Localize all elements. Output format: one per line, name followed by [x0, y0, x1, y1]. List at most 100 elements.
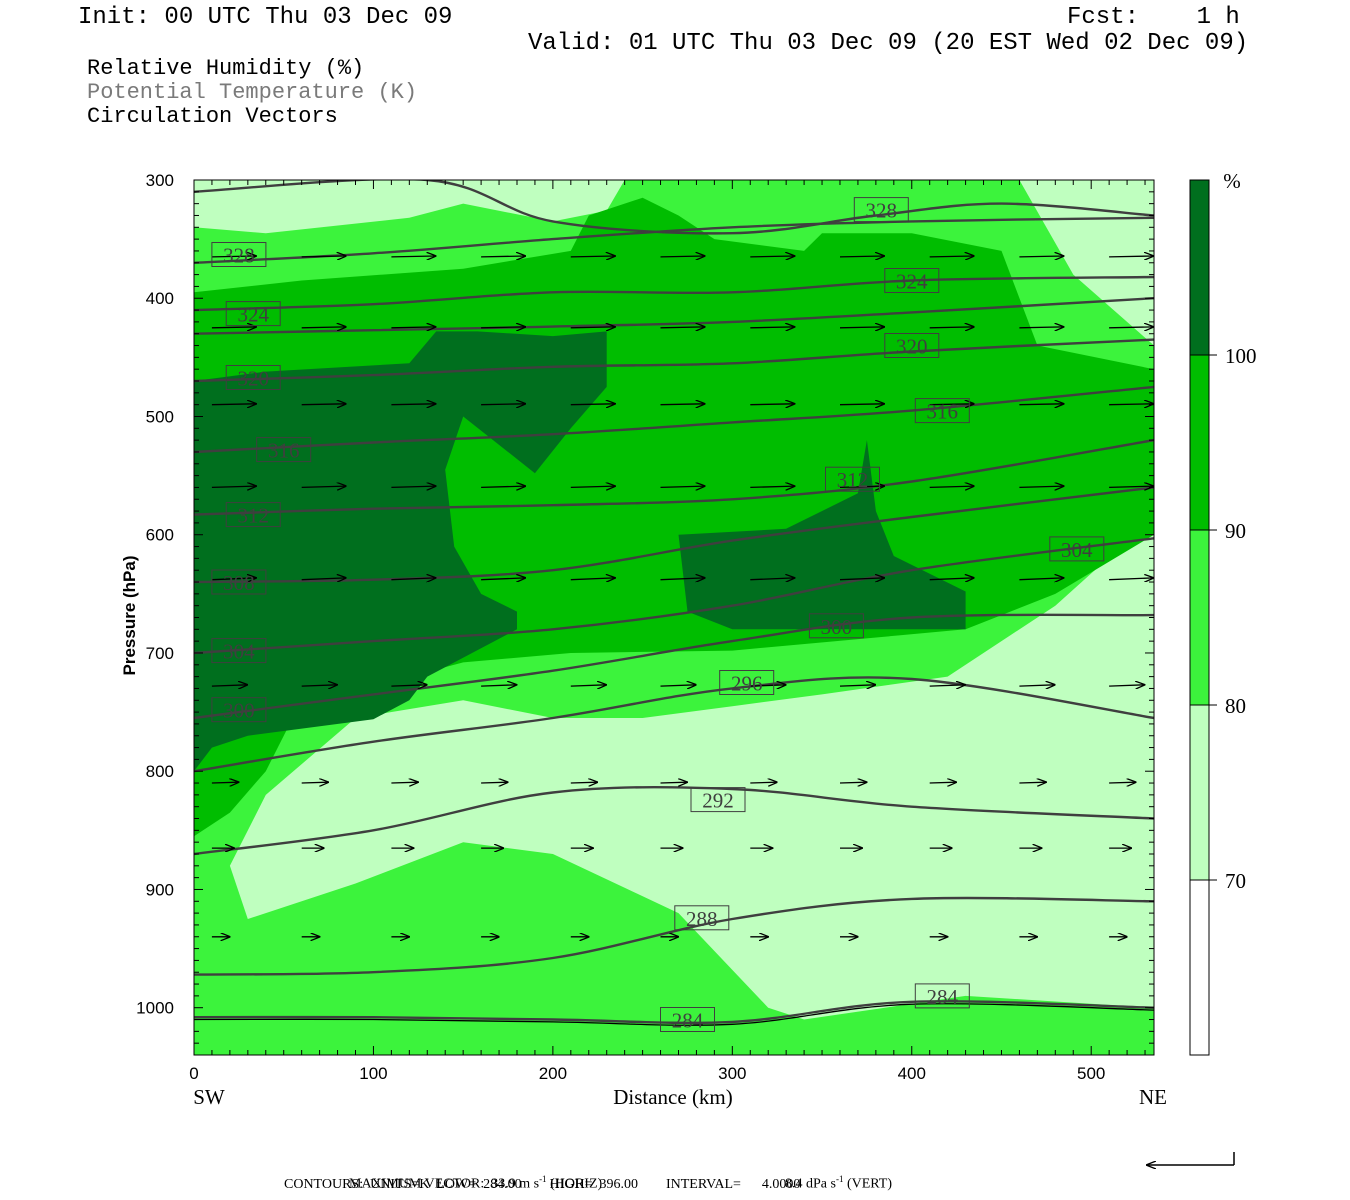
rh-fill-layer: [194, 180, 1154, 1055]
circulation-vector: [301, 404, 346, 405]
circulation-vector: [481, 685, 516, 686]
contour-label-box: [808, 613, 864, 639]
circulation-vector: [301, 327, 346, 328]
contour-label-304: 304: [1049, 536, 1105, 562]
contour-label-284: 284: [660, 1007, 715, 1033]
circulation-vector: [929, 685, 965, 686]
circulation-vector: [211, 685, 247, 686]
circulation-vector: [929, 782, 956, 783]
init-time-label: Init: 00 UTC Thu 03 Dec 09: [78, 4, 453, 31]
circulation-vector: [481, 256, 525, 257]
x-axis-label: Distance (km): [613, 1085, 733, 1109]
max-vector-vert: 8.4 dPa s: [785, 1176, 836, 1192]
x-tick-label: 500: [1077, 1064, 1105, 1083]
theta-contour-288: [194, 896, 1154, 976]
circulation-vector: [660, 685, 696, 686]
circulation-vector: [570, 782, 597, 783]
circulation-vector: [1019, 404, 1063, 405]
vert-unit-exponent: -1: [835, 1174, 844, 1184]
colorbar-tick-label: 100: [1225, 344, 1257, 368]
colorbar-segment: [1189, 704, 1210, 881]
contour-label-box: [256, 437, 312, 463]
circulation-vector: [211, 486, 256, 487]
theta-contour-312: [194, 438, 1154, 516]
max-vector-horiz-tag: (HORIZ): [546, 1176, 603, 1192]
contour-label-box: [225, 502, 281, 528]
circulation-vector: [1019, 685, 1054, 686]
circulation-vector: [301, 256, 346, 257]
theta-contour-324: [194, 275, 1154, 312]
contour-label-text: 312: [237, 504, 269, 528]
y-axis-label: Pressure (hPa): [120, 556, 139, 676]
contour-label-text: 308: [223, 571, 255, 595]
contour-label-text: 304: [223, 640, 255, 664]
contour-label-text: 320: [896, 335, 928, 359]
y-tick-label: 400: [146, 289, 174, 308]
x-tick-label: 300: [718, 1064, 746, 1083]
circulation-vector: [1019, 256, 1063, 257]
y-tick-label: 700: [146, 644, 174, 663]
circulation-vector: [1109, 685, 1144, 686]
contour-label-320: 320: [884, 333, 940, 359]
circulation-vector: [1109, 486, 1153, 487]
max-vector-vert-note: 8.4 dPa s-1 (VERT): [778, 1158, 892, 1193]
contour-label-box: [914, 398, 970, 424]
colorbar-tick-label: 80: [1225, 694, 1246, 718]
theta-contour-328: [194, 180, 1154, 235]
circulation-vector: [839, 486, 884, 487]
x-tick-label: 200: [539, 1064, 567, 1083]
horiz-unit-exponent: -1: [539, 1174, 547, 1184]
circulation-vector: [839, 685, 875, 686]
rh-region-rh-100-plus: [678, 440, 966, 630]
legend-vectors: Circulation Vectors: [87, 104, 338, 129]
contour-label-box: [674, 905, 730, 931]
circulation-vector: [660, 327, 705, 328]
circulation-vector: [1109, 404, 1153, 405]
contour-label-328: 328: [853, 197, 909, 223]
axes-layer: 300 400 500 600 700 800 900 1000 0 100 200 300 400 50…: [120, 171, 1167, 1109]
contour-label-text: 320: [237, 367, 269, 391]
contour-label-292: 292: [690, 787, 746, 813]
rh-region-rh-100-plus: [194, 331, 607, 772]
contour-label-text: 312: [837, 468, 869, 492]
contour-label-312: 312: [825, 466, 880, 492]
contour-label-296: 296: [719, 670, 775, 696]
y-tick-label: 1000: [136, 999, 174, 1018]
contour-label-324: 324: [225, 301, 281, 327]
circulation-vector: [301, 578, 346, 580]
contour-label-text: 288: [686, 907, 718, 931]
circulation-vector: [750, 256, 794, 257]
colorbar-segment: [1189, 879, 1210, 1056]
contour-label-text: 300: [821, 615, 853, 639]
contour-label-box: [719, 670, 775, 695]
max-vector-horiz: MAXIMUM VECTOR: 33.9 m s: [349, 1176, 540, 1192]
contour-label-box: [853, 197, 909, 223]
contour-label-text: 316: [268, 439, 300, 463]
contour-label-text: 284: [927, 985, 959, 1009]
contour-info-note: CONTOURS: UNITS=K LOW= 284.00 HIGH= 396.…: [284, 1177, 801, 1192]
contour-label-288: 288: [674, 905, 730, 931]
circulation-vector: [750, 578, 794, 580]
contour-label-box: [1049, 536, 1105, 562]
circulation-vector: [750, 327, 794, 328]
x-tick-label: 0: [189, 1064, 198, 1083]
circulation-vector: [1109, 782, 1135, 783]
theta-contour-300: [194, 613, 1154, 720]
circulation-vector: [211, 256, 256, 257]
circulation-vector: [481, 578, 525, 580]
colorbar-tick-label: 90: [1225, 519, 1246, 543]
circulation-vector: [391, 404, 435, 405]
y-tick-label: 800: [146, 762, 174, 781]
circulation-vector: [570, 685, 606, 686]
contour-label-text: 328: [223, 244, 255, 268]
circulation-vector: [839, 578, 884, 580]
contour-label-text: 296: [731, 672, 763, 696]
circulation-vector: [839, 404, 884, 405]
circulation-vector: [660, 782, 687, 783]
circulation-vector: [750, 486, 794, 487]
contour-label-312: 312: [225, 502, 281, 528]
circulation-vector: [481, 782, 507, 783]
contour-label-text: 304: [1061, 538, 1093, 562]
contour-label-300: 300: [211, 697, 267, 723]
contour-label-box: [690, 787, 746, 813]
